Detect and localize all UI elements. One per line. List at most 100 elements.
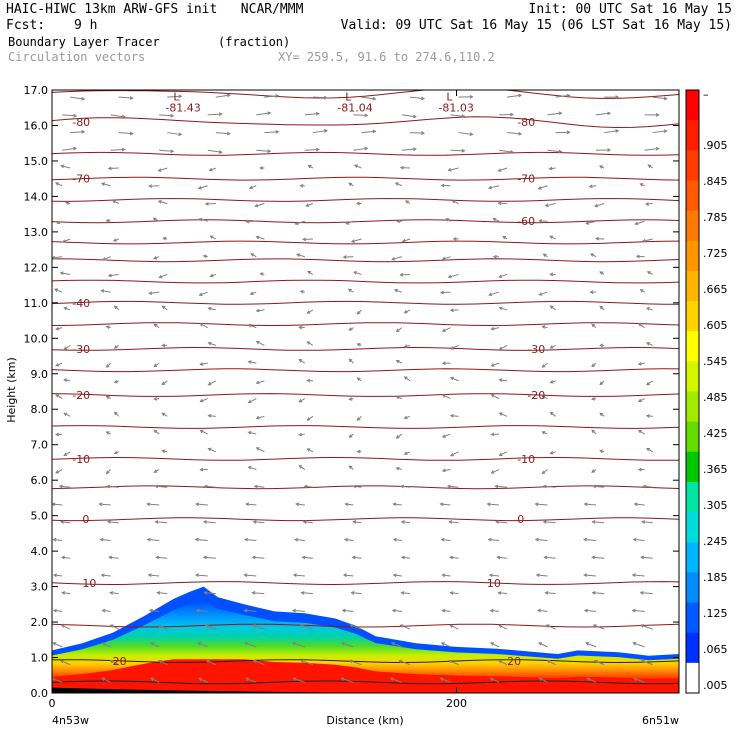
circulation-vector <box>449 660 459 666</box>
circulation-vector-head <box>549 411 554 416</box>
circulation-vector-head <box>591 323 596 328</box>
circulation-vector <box>215 94 230 98</box>
isotherm-label: -20 <box>72 389 90 402</box>
y-tick-label: 6.0 <box>31 474 49 487</box>
circulation-vector-head <box>440 183 445 188</box>
circulation-vector-head <box>161 449 166 454</box>
circulation-vector-head <box>300 591 305 595</box>
circulation-vector-head <box>348 182 353 187</box>
circulation-vector-head <box>631 608 636 613</box>
circulation-vector-head <box>637 467 642 472</box>
circulation-vector <box>101 677 111 683</box>
circulation-vector <box>253 660 265 666</box>
circulation-vector <box>594 203 605 207</box>
circulation-vector <box>63 451 71 456</box>
circulation-vector-head <box>162 236 167 241</box>
circulation-vector <box>584 609 597 612</box>
circulation-vector <box>54 288 63 293</box>
circulation-vector-head <box>441 573 446 578</box>
circulation-vector <box>400 624 411 630</box>
circulation-vector <box>153 429 160 435</box>
circulation-vector-head <box>396 219 401 224</box>
circulation-vector <box>449 521 459 524</box>
circulation-vector-head <box>121 147 126 152</box>
colorbar-swatch <box>686 90 699 121</box>
circulation-vector <box>401 114 416 118</box>
circulation-vector <box>342 609 354 612</box>
circulation-vector <box>641 556 653 559</box>
circulation-vector-head <box>372 129 377 134</box>
colorbar-swatch <box>686 481 699 513</box>
circulation-vector <box>538 185 548 190</box>
circulation-vector <box>652 130 667 134</box>
circulation-vector-head <box>350 239 355 243</box>
circulation-vector-head <box>400 520 405 524</box>
circulation-vector <box>652 96 667 100</box>
isotherm-label: -60 <box>517 215 535 228</box>
circulation-vector-head <box>63 452 68 456</box>
circulation-vector <box>586 220 597 225</box>
circulation-vector-head <box>498 452 503 457</box>
x-start-label: 4n53w <box>52 714 89 727</box>
circulation-vector <box>101 183 111 187</box>
circulation-vector-head <box>109 624 114 628</box>
circulation-vector <box>496 521 508 524</box>
circulation-vector-head <box>599 449 604 454</box>
isotherm-label: -70 <box>72 173 90 186</box>
circulation-vector-head <box>207 341 212 346</box>
circulation-vector-head <box>306 448 311 452</box>
circulation-vector-head <box>267 111 272 116</box>
circulation-vector-head <box>298 325 303 330</box>
circulation-vector <box>507 94 522 98</box>
circulation-vector <box>252 556 265 559</box>
circulation-vector-head <box>243 608 248 613</box>
circulation-vector <box>255 203 265 207</box>
colorbar-swatch <box>686 180 699 212</box>
colorbar-frame <box>685 89 700 694</box>
circulation-vector-head <box>146 502 151 507</box>
circulation-vector-head <box>490 363 495 367</box>
circulation-vector-head <box>599 305 604 310</box>
circulation-vector-head <box>209 273 214 278</box>
circulation-vector-head <box>121 114 126 119</box>
circulation-vector <box>197 642 208 648</box>
circulation-vector-head <box>355 201 360 206</box>
circulation-vector <box>498 167 508 172</box>
circulation-vector <box>153 217 160 222</box>
circulation-vector-head <box>502 235 507 240</box>
circulation-vector-head <box>81 130 86 134</box>
circulation-vector <box>203 556 216 559</box>
circulation-vector-head <box>303 484 308 489</box>
circulation-vector <box>307 415 314 421</box>
circulation-vector <box>295 220 305 225</box>
circulation-vector <box>396 433 403 439</box>
circulation-vector-head <box>440 537 445 542</box>
circulation-vector-head <box>52 642 57 646</box>
circulation-vector-head <box>178 132 183 137</box>
circulation-vector <box>62 238 71 243</box>
circulation-vector <box>488 538 500 541</box>
circulation-vector-head <box>639 183 644 187</box>
circulation-vector-head <box>195 608 200 613</box>
circulation-vector-head <box>599 412 604 417</box>
circulation-vector <box>448 167 459 171</box>
y-tick-label: 8.0 <box>31 403 49 416</box>
circulation-vector-head <box>65 201 70 205</box>
circulation-vector <box>555 94 570 98</box>
circulation-vector <box>256 236 265 240</box>
circulation-vector-head <box>395 435 400 439</box>
circulation-vector <box>200 398 208 402</box>
circulation-vector-head <box>202 520 207 524</box>
circulation-vector-head <box>56 220 61 225</box>
circulation-vector <box>539 677 548 683</box>
circulation-vector-head <box>486 502 491 507</box>
circulation-vector <box>148 574 160 577</box>
circulation-vector <box>100 538 111 541</box>
colorbar-label: .125 <box>703 607 728 620</box>
circulation-vector-head <box>306 341 311 345</box>
tracer-core-region <box>52 659 679 693</box>
circulation-vector <box>248 431 257 435</box>
circulation-vector-head <box>109 659 114 664</box>
circulation-vector-head <box>395 328 400 333</box>
y-tick-label: 7.0 <box>31 439 49 452</box>
